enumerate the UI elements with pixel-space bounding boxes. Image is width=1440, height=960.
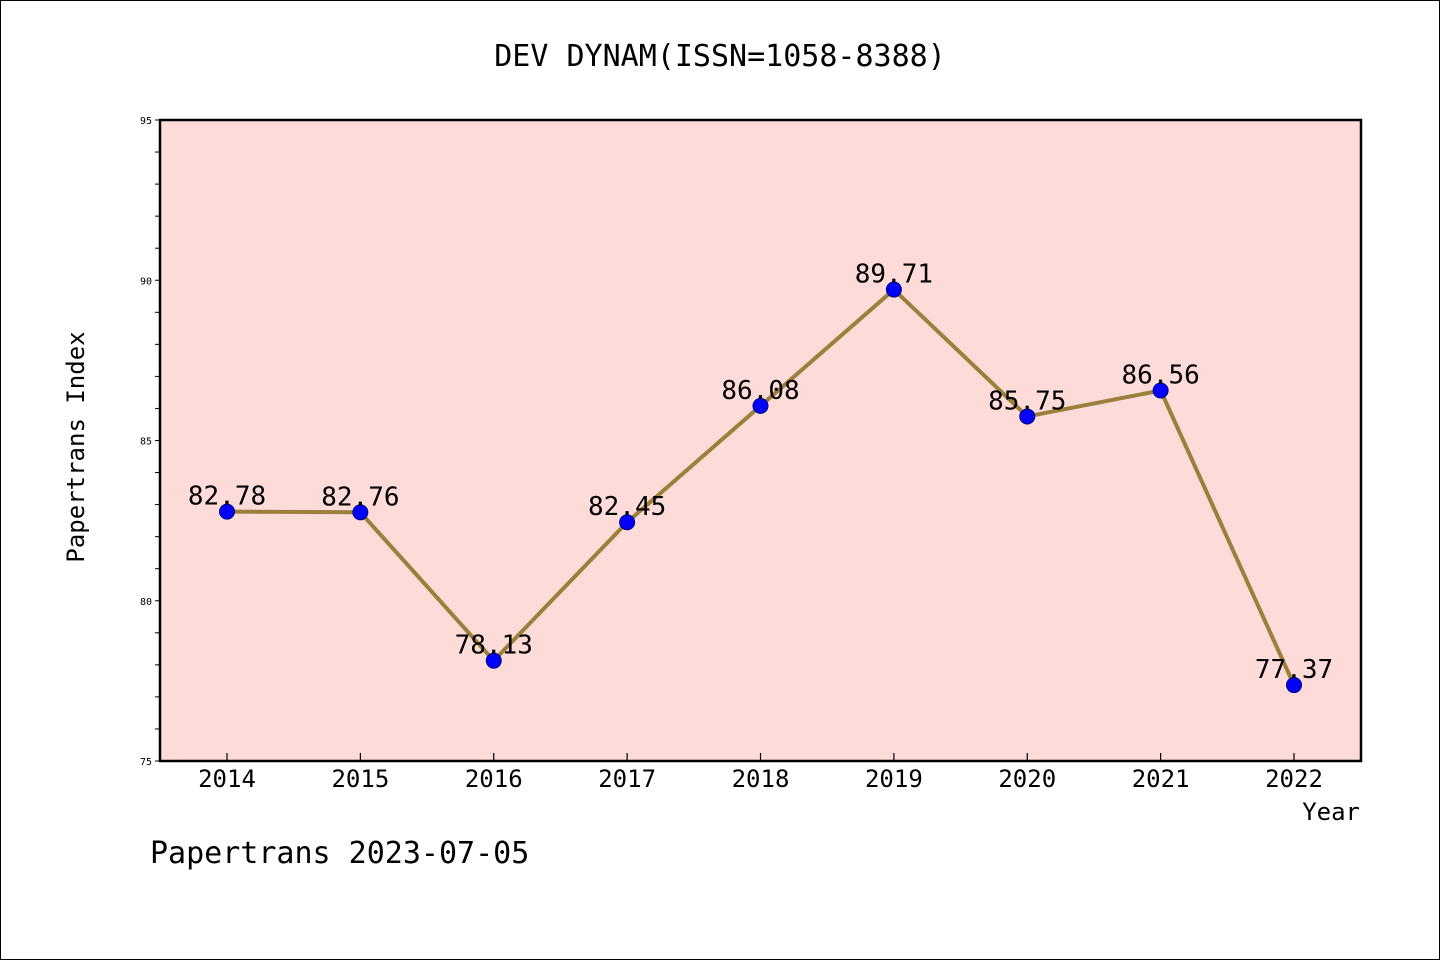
data-label: 77.37 <box>1255 655 1333 685</box>
data-point <box>352 504 369 521</box>
footer-text: Papertrans 2023-07-05 <box>150 836 529 871</box>
data-point <box>1152 382 1169 399</box>
x-axis-ticks: 2014 2015 2016 2017 2018 2019 2020 2021 2022 <box>198 753 1323 793</box>
y-tick-label: 80 <box>140 597 152 608</box>
data-label: 82.45 <box>588 492 666 522</box>
x-tick-label: 2019 <box>865 765 923 793</box>
x-tick-label: 2017 <box>598 765 656 793</box>
y-tick-label: 90 <box>140 276 152 287</box>
x-tick-label: 2014 <box>198 765 256 793</box>
x-axis-label: Year <box>1302 798 1360 826</box>
series-layer: 82.78 82.76 78.13 82.45 86.08 89.71 85.75 86.56… <box>188 260 1333 694</box>
data-label: 78.13 <box>455 631 533 661</box>
y-axis-label: Papertrans Index <box>62 331 90 562</box>
data-point <box>619 514 636 531</box>
data-label: 85.75 <box>988 386 1066 416</box>
y-axis-ticks: 75 80 85 90 95 <box>140 116 160 768</box>
plot-area <box>160 120 1361 761</box>
data-point <box>885 281 902 298</box>
data-point <box>1286 677 1302 694</box>
chart-title: DEV DYNAM(ISSN=1058-8388) <box>494 39 946 74</box>
y-tick-label: 85 <box>140 437 152 448</box>
x-tick-label: 2020 <box>998 765 1056 793</box>
data-label: 82.78 <box>188 482 266 512</box>
x-tick-label: 2022 <box>1265 765 1323 793</box>
x-tick-label: 2021 <box>1132 765 1190 793</box>
data-point <box>485 652 502 669</box>
x-tick-label: 2018 <box>732 765 790 793</box>
plot-border <box>158 118 1363 763</box>
y-tick-label: 95 <box>140 116 152 127</box>
data-point <box>1019 408 1036 425</box>
y-tick-label: 75 <box>140 757 152 768</box>
data-label: 89.71 <box>855 260 933 290</box>
data-point <box>752 397 769 414</box>
x-tick-label: 2016 <box>465 765 523 793</box>
x-tick-label: 2015 <box>331 765 389 793</box>
data-point <box>219 503 235 520</box>
data-label: 86.56 <box>1121 361 1199 391</box>
data-label: 86.08 <box>721 376 799 406</box>
data-label: 82.76 <box>321 482 399 512</box>
